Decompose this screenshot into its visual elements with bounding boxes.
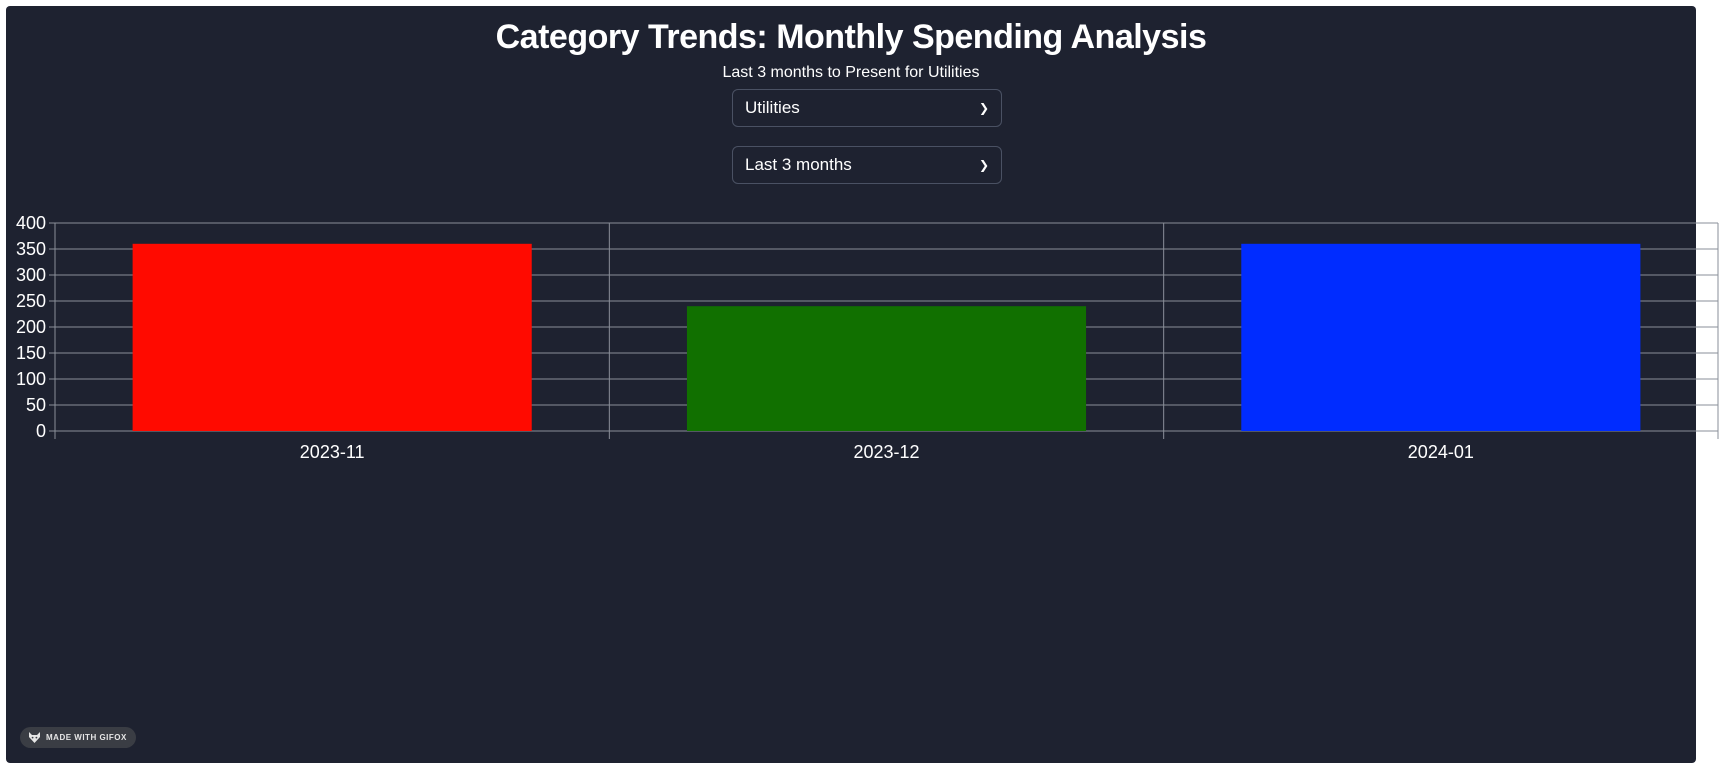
chevron-down-icon: ❯ [978,158,989,172]
x-tick-label: 2023-12 [853,442,919,462]
y-tick-label: 200 [16,317,46,337]
y-tick-label: 100 [16,369,46,389]
y-tick-label: 0 [36,421,46,441]
bar [132,243,532,431]
page-title: Category Trends: Monthly Spending Analys… [495,18,1207,56]
chevron-down-icon: ❯ [978,101,989,115]
period-select-value: Last 3 months [745,155,852,174]
bar [1241,243,1641,431]
bar [686,306,1087,431]
y-tick-label: 300 [16,265,46,285]
category-select[interactable]: Utilities ❯ [732,89,1002,127]
category-select-value: Utilities [745,98,800,117]
fox-icon [29,732,40,743]
y-tick-label: 250 [16,291,46,311]
gifox-badge-label: MADE WITH GIFOX [46,733,127,742]
period-select[interactable]: Last 3 months ❯ [732,146,1002,184]
x-tick-label: 2024-01 [1408,442,1474,462]
x-tick-label: 2023-11 [300,442,365,462]
gifox-badge: MADE WITH GIFOX [20,727,136,748]
y-tick-label: 50 [26,395,46,415]
page-subtitle: Last 3 months to Present for Utilities [722,64,980,81]
y-tick-label: 150 [16,343,46,363]
y-tick-label: 350 [16,239,46,259]
y-tick-label: 400 [16,213,46,233]
